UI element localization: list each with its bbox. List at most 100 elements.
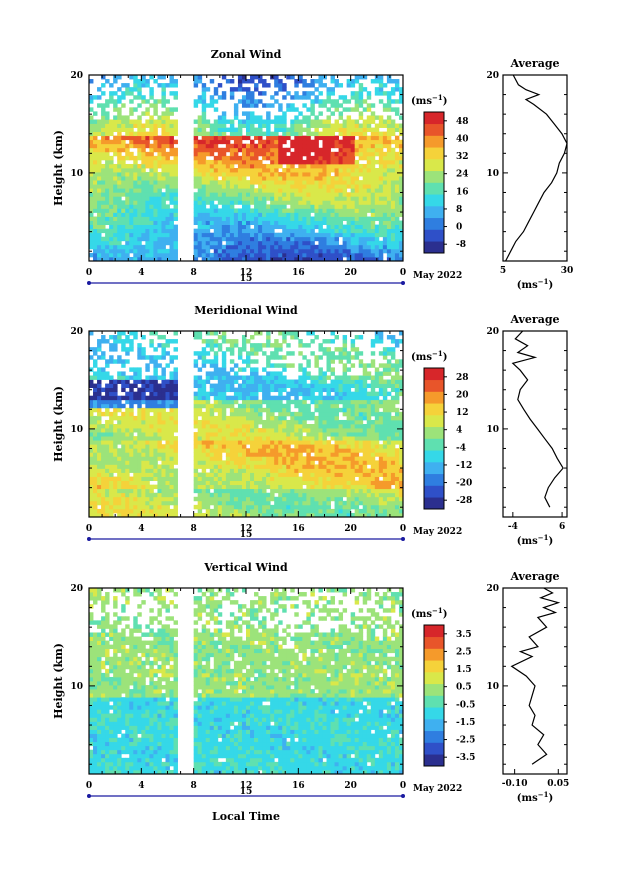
heatmap-cell: [161, 399, 166, 405]
heatmap-cell: [250, 256, 255, 262]
heatmap-cell: [89, 379, 94, 384]
heatmap-cell: [133, 196, 138, 201]
heatmap-cell: [278, 480, 283, 486]
heatmap-cell: [165, 204, 170, 209]
heatmap-cell: [137, 248, 142, 254]
heatmap-cell: [394, 212, 400, 217]
heatmap-cell: [141, 452, 146, 457]
heatmap-cell: [153, 135, 158, 141]
heatmap-cell: [346, 159, 352, 165]
heatmap-cell: [286, 383, 291, 389]
heatmap-cell: [161, 456, 166, 461]
heatmap-cell: [93, 363, 98, 368]
heatmap-cell: [270, 192, 275, 197]
heatmap-cell: [254, 244, 259, 250]
heatmap-cell: [294, 472, 299, 477]
heatmap-cell: [258, 135, 263, 141]
heatmap-cell: [173, 200, 178, 205]
heatmap-cell: [157, 411, 162, 417]
heatmap-cell: [290, 228, 295, 234]
heatmap-cell: [213, 480, 219, 486]
heatmap-cell: [290, 468, 295, 473]
colorbar-swatch: [424, 112, 444, 125]
heatmap-cell: [266, 504, 271, 510]
heatmap-cell: [322, 208, 327, 213]
heatmap-cell: [233, 452, 239, 457]
heatmap-cell: [342, 147, 348, 153]
heatmap-cell: [398, 147, 404, 153]
heatmap-cell: [394, 232, 400, 238]
heatmap-cell: [330, 135, 335, 141]
heatmap-cell: [326, 168, 331, 173]
heatmap-cell: [89, 196, 94, 201]
heatmap-cell: [201, 248, 207, 254]
heatmap-cell: [338, 180, 344, 185]
heatmap-cell: [314, 99, 319, 104]
heatmap-cell: [318, 240, 323, 246]
heatmap-cell: [350, 119, 356, 124]
heatmap-cell: [173, 367, 178, 372]
heatmap-cell: [262, 188, 267, 193]
heatmap-cell: [342, 180, 348, 185]
heatmap-cell: [197, 240, 203, 246]
heatmap-cell: [362, 200, 368, 205]
heatmap-cell: [229, 196, 235, 201]
heatmap-cell: [209, 151, 215, 157]
heatmap-cell: [241, 383, 247, 389]
heatmap-cell: [221, 379, 227, 384]
heatmap-cell: [298, 460, 303, 465]
heatmap-cell: [173, 452, 178, 457]
heatmap-cell: [306, 151, 311, 157]
heatmap-cell: [282, 196, 287, 201]
heatmap-cell: [290, 504, 295, 510]
heatmap-cell: [205, 196, 211, 201]
heatmap-cell: [149, 440, 154, 445]
heatmap-cell: [149, 500, 154, 506]
heatmap-cell: [205, 488, 211, 494]
heatmap-cell: [225, 480, 231, 486]
heatmap-cell: [278, 411, 283, 417]
heatmap-cell: [386, 107, 392, 112]
heatmap-cell: [286, 343, 291, 348]
heatmap-cell: [101, 395, 106, 401]
heatmap-cell: [233, 468, 239, 473]
heatmap-cell: [382, 131, 388, 137]
heatmap-cell: [105, 472, 110, 477]
heatmap-cell: [330, 208, 335, 213]
heatmap-cell: [145, 192, 150, 197]
heatmap-cell: [221, 220, 227, 226]
heatmap-cell: [221, 232, 227, 238]
heatmap-cell: [201, 168, 207, 173]
heatmap-cell: [105, 484, 110, 490]
heatmap-cell: [201, 184, 207, 189]
heatmap-cell: [241, 159, 247, 165]
heatmap-cell: [241, 415, 247, 421]
heatmap-cell: [274, 419, 279, 425]
heatmap-cell: [97, 472, 102, 477]
heatmap-cell: [161, 131, 166, 137]
heatmap-cell: [197, 492, 203, 498]
heatmap-cell: [101, 468, 106, 473]
heatmap-cell: [105, 188, 110, 193]
heatmap-cell: [205, 399, 211, 405]
heatmap-cell: [358, 99, 364, 104]
heatmap-cell: [342, 236, 348, 242]
heatmap-cell: [133, 139, 138, 145]
heatmap-cell: [141, 83, 146, 88]
heatmap-cell: [209, 472, 215, 477]
heatmap-cell: [390, 87, 396, 92]
heatmap-cell: [113, 359, 118, 364]
heatmap-cell: [237, 419, 243, 425]
heatmap-cell: [109, 347, 114, 352]
heatmap-cell: [97, 240, 102, 246]
heatmap-cell: [197, 159, 203, 165]
heatmap-cell: [306, 163, 311, 169]
heatmap-cell: [153, 184, 158, 189]
heatmap-cell: [149, 460, 154, 465]
heatmap-cell: [310, 432, 315, 437]
heatmap-cell: [141, 224, 146, 230]
heatmap-cell: [266, 375, 271, 380]
heatmap-cell: [137, 395, 142, 401]
heatmap-cell: [286, 155, 291, 161]
heatmap-cell: [89, 472, 94, 477]
